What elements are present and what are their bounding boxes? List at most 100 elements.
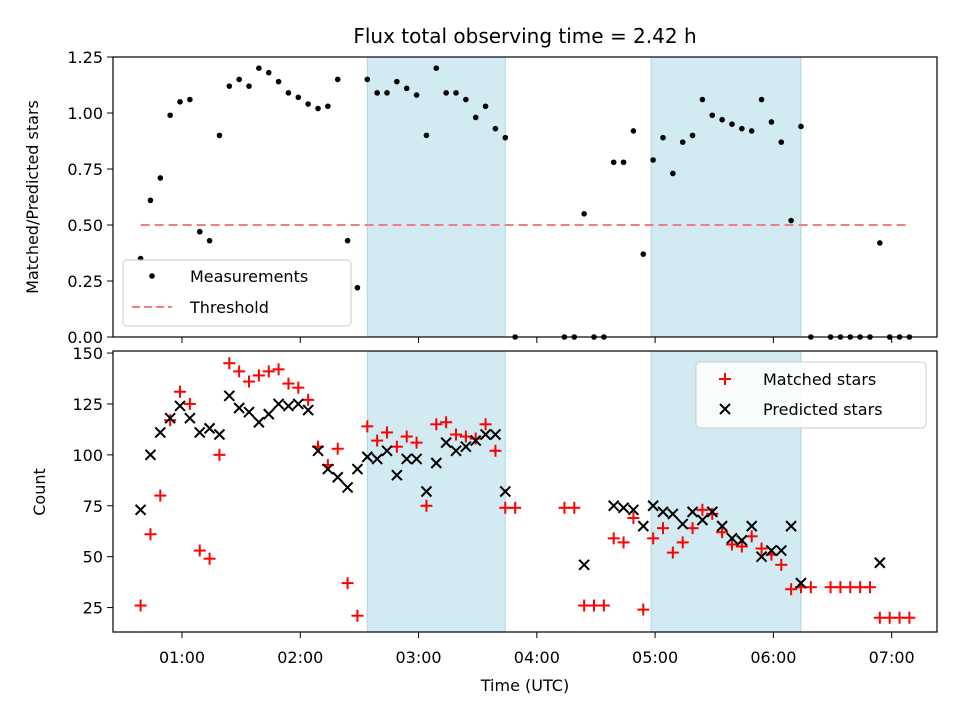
measurement-point bbox=[256, 65, 262, 71]
measurement-point bbox=[443, 90, 449, 96]
measurement-point bbox=[394, 78, 400, 85]
top-chart: 0.00 0.25 0.50 0.75 1.00 1.25 Matched/Predict… bbox=[23, 48, 938, 347]
matched-stars-point bbox=[627, 511, 640, 524]
matched-stars-point bbox=[203, 552, 216, 565]
predicted-stars-point bbox=[440, 436, 452, 449]
predicted-stars-point bbox=[203, 422, 216, 435]
predicted-stars-point bbox=[391, 469, 403, 481]
matched-stars-point bbox=[154, 489, 167, 502]
measurement-point bbox=[729, 121, 735, 127]
bot-y-tick-label: 75 bbox=[83, 497, 103, 516]
matched-stars-point bbox=[233, 365, 246, 378]
predicted-stars-point bbox=[282, 400, 295, 412]
predicted-stars-point bbox=[716, 520, 728, 532]
measurement-point bbox=[433, 65, 440, 71]
bot-y-tick-label: 125 bbox=[72, 395, 103, 414]
predicted-stars-point bbox=[174, 400, 186, 412]
bot-x-tick-label: 05:00 bbox=[632, 648, 678, 667]
matched-stars-point bbox=[568, 501, 581, 514]
predicted-stars-point bbox=[253, 416, 265, 428]
matched-stars-point bbox=[331, 442, 344, 455]
matched-stars-point bbox=[696, 503, 709, 516]
measurement-point bbox=[492, 125, 499, 132]
measurement-point bbox=[167, 112, 173, 119]
measurement-point bbox=[177, 99, 183, 105]
matched-stars-point bbox=[450, 428, 463, 441]
matched-stars-point bbox=[213, 448, 226, 461]
matched-stars-point bbox=[361, 420, 374, 433]
matched-stars-point bbox=[282, 377, 295, 390]
top-plot-frame bbox=[112, 56, 938, 338]
matched-stars-point bbox=[785, 583, 798, 596]
measurement-point bbox=[778, 139, 785, 145]
bottom-legend-box bbox=[695, 361, 927, 429]
measurement-point bbox=[679, 139, 686, 145]
measurement-point bbox=[374, 90, 380, 96]
predicted-stars-point bbox=[686, 506, 699, 518]
predicted-stars-point bbox=[637, 520, 649, 532]
measurement-point bbox=[403, 85, 410, 92]
predicted-stars-point bbox=[696, 514, 709, 526]
bot-shaded-interval bbox=[366, 350, 506, 633]
measurement-point bbox=[265, 69, 272, 76]
matched-stars-point bbox=[509, 501, 522, 514]
predicted-stars-point bbox=[223, 390, 236, 402]
matched-stars-point bbox=[164, 414, 177, 427]
predicted-stars-point bbox=[627, 504, 640, 516]
matched-stars-point bbox=[390, 440, 403, 453]
matched-stars-point bbox=[607, 532, 620, 545]
matched-stars-point bbox=[440, 416, 453, 429]
matched-stars-point bbox=[656, 522, 669, 535]
predicted-stars-point bbox=[361, 451, 374, 463]
predicted-stars-point bbox=[745, 520, 758, 532]
matched-stars-point bbox=[489, 444, 502, 457]
measurement-point bbox=[719, 116, 725, 123]
matched-stars-point bbox=[903, 611, 916, 624]
measurement-point bbox=[650, 157, 656, 163]
matched-stars-point bbox=[647, 532, 660, 545]
matched-stars-point bbox=[351, 609, 364, 622]
matched-stars-point bbox=[252, 369, 265, 382]
measurement-point bbox=[334, 76, 341, 83]
bot-y-tick-label: 150 bbox=[72, 344, 103, 363]
predicted-stars-point bbox=[263, 408, 275, 420]
bottom-chart: 25 50 75 100 125 150 01:00 02:00 03:00 04:00 05:0… bbox=[30, 344, 938, 695]
matched-stars-point bbox=[144, 528, 157, 541]
matched-stars-point bbox=[430, 418, 443, 431]
bot-x-tick-label: 07:00 bbox=[869, 648, 915, 667]
measurement-point bbox=[620, 159, 627, 166]
measurement-point bbox=[236, 76, 242, 83]
top-shaded-interval bbox=[366, 56, 506, 338]
predicted-stars-point bbox=[322, 463, 334, 475]
predicted-stars-point bbox=[233, 402, 245, 414]
predicted-stars-point bbox=[184, 412, 196, 424]
predicted-stars-point bbox=[795, 577, 807, 589]
measurement-point bbox=[344, 237, 351, 244]
top-y-tick-label: 0.00 bbox=[67, 328, 103, 347]
matched-stars-point bbox=[134, 599, 147, 612]
bottom-x-axis-label: Time (UTC) bbox=[480, 676, 569, 695]
bottom-plot-frame bbox=[112, 350, 938, 633]
measurement-point bbox=[630, 128, 637, 134]
measurement-point bbox=[788, 217, 794, 224]
matched-stars-point bbox=[272, 363, 285, 376]
predicted-stars-point bbox=[657, 506, 669, 518]
matched-stars-point bbox=[381, 426, 394, 439]
top-shaded-interval bbox=[650, 56, 802, 338]
predicted-stars-point bbox=[785, 520, 797, 532]
measurement-point bbox=[709, 112, 716, 119]
measurement-point bbox=[187, 96, 193, 103]
measurement-point bbox=[463, 96, 469, 103]
predicted-stars-point bbox=[351, 463, 364, 475]
measurement-point bbox=[246, 83, 252, 89]
predicted-stars-point bbox=[479, 428, 492, 441]
measurement-point bbox=[275, 78, 282, 85]
measurement-point bbox=[196, 228, 203, 235]
matched-stars-point bbox=[243, 375, 256, 388]
predicted-stars-point bbox=[460, 440, 472, 453]
predicted-stars-point bbox=[302, 404, 314, 416]
measurement-point bbox=[798, 123, 804, 130]
measurement-point bbox=[689, 132, 696, 139]
predicted-stars-point bbox=[617, 502, 630, 514]
